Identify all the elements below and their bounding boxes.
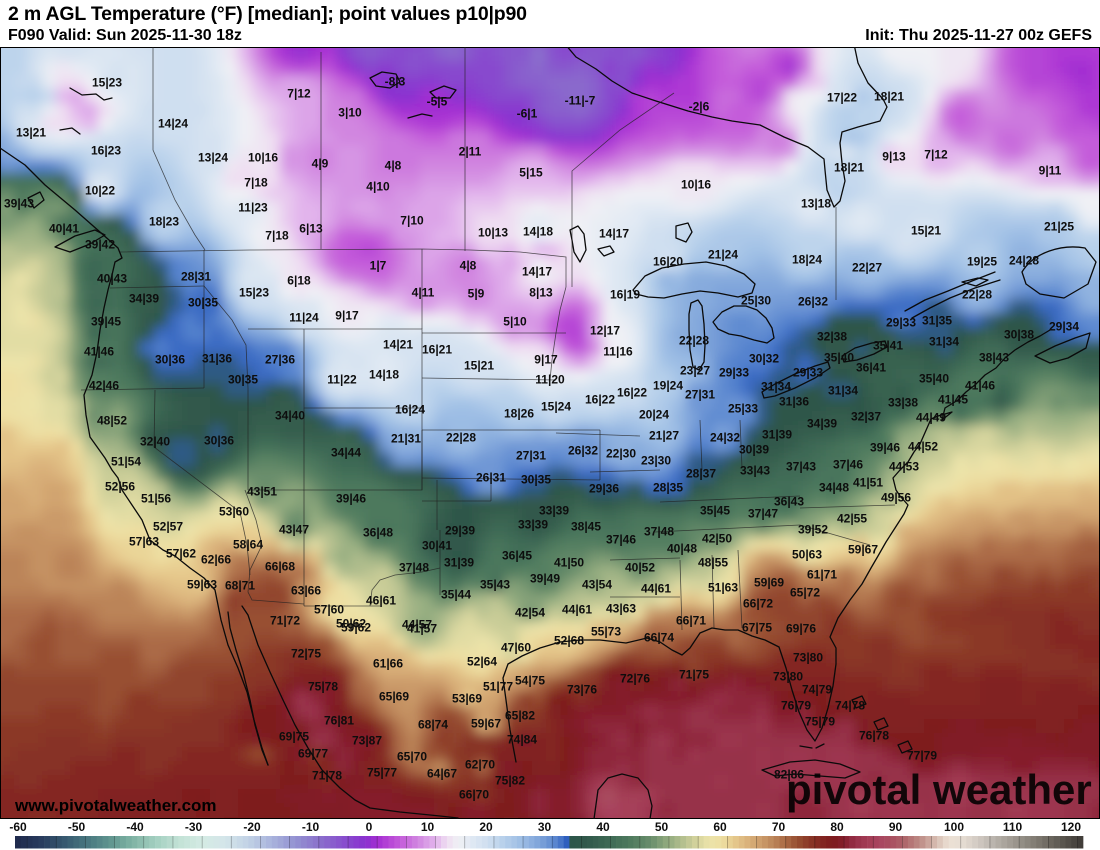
svg-text:-50: -50 — [68, 820, 86, 834]
svg-text:-20: -20 — [243, 820, 261, 834]
svg-text:90: 90 — [889, 820, 903, 834]
svg-text:110: 110 — [1003, 820, 1023, 834]
svg-text:60: 60 — [713, 820, 727, 834]
svg-text:30: 30 — [538, 820, 552, 834]
svg-text:-10: -10 — [302, 820, 320, 834]
svg-text:40: 40 — [596, 820, 610, 834]
svg-text:50: 50 — [655, 820, 669, 834]
svg-text:120: 120 — [1061, 820, 1081, 834]
svg-text:-40: -40 — [126, 820, 144, 834]
svg-text:-30: -30 — [185, 820, 203, 834]
svg-text:100: 100 — [944, 820, 964, 834]
svg-text:20: 20 — [479, 820, 493, 834]
svg-text:80: 80 — [830, 820, 844, 834]
svg-text:70: 70 — [772, 820, 786, 834]
svg-text:10: 10 — [421, 820, 435, 834]
svg-text:0: 0 — [366, 820, 373, 834]
svg-text:-60: -60 — [9, 820, 27, 834]
